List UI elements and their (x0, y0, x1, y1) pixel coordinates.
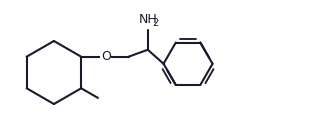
Text: O: O (101, 50, 111, 63)
Text: NH: NH (138, 13, 157, 26)
Text: 2: 2 (152, 18, 159, 28)
